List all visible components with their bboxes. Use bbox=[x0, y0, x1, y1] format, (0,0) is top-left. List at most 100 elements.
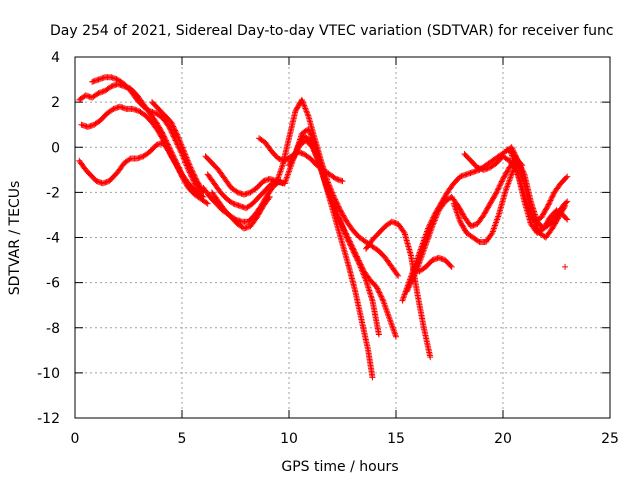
data-point bbox=[306, 128, 313, 135]
data-point bbox=[355, 257, 362, 264]
data-point bbox=[432, 214, 439, 221]
tick-labels: 0 5 10 15 20 25 -12 -10 -8 -6 -4 -2 0 2 4 bbox=[37, 50, 619, 447]
data-point bbox=[266, 193, 273, 200]
data-point bbox=[493, 189, 500, 196]
data-point bbox=[311, 149, 318, 156]
data-point bbox=[294, 147, 301, 154]
data-point bbox=[410, 275, 417, 282]
data-point bbox=[176, 167, 183, 174]
y-tick-label: -4 bbox=[46, 231, 60, 247]
data-point bbox=[334, 200, 341, 207]
data-point bbox=[559, 206, 566, 213]
data-point bbox=[181, 150, 188, 157]
data-point bbox=[178, 143, 185, 150]
y-tick-label: -2 bbox=[46, 185, 60, 201]
series-track-12 bbox=[281, 132, 376, 381]
data-point bbox=[404, 285, 411, 292]
y-tick-label: -12 bbox=[37, 411, 60, 427]
data-point bbox=[512, 154, 519, 161]
data-point bbox=[335, 215, 342, 222]
data-point bbox=[342, 230, 349, 237]
data-point bbox=[393, 333, 399, 340]
data-point bbox=[514, 158, 521, 165]
data-point bbox=[562, 263, 569, 270]
data-point bbox=[459, 222, 466, 229]
data-point bbox=[192, 175, 199, 182]
data-point bbox=[333, 209, 340, 216]
data-point bbox=[199, 192, 206, 199]
data-point bbox=[170, 124, 177, 131]
data-point bbox=[490, 195, 497, 202]
data-point bbox=[460, 224, 467, 231]
data-point bbox=[293, 106, 300, 113]
data-point bbox=[461, 226, 468, 233]
data-point bbox=[295, 103, 302, 110]
data-point bbox=[168, 120, 175, 127]
data-point bbox=[353, 252, 360, 259]
data-point bbox=[193, 178, 200, 185]
data-point bbox=[349, 245, 356, 252]
y-tick-label: 0 bbox=[51, 140, 60, 156]
data-point bbox=[346, 238, 353, 245]
data-point bbox=[563, 215, 570, 222]
data-point bbox=[339, 223, 346, 230]
data-point bbox=[531, 217, 538, 224]
data-point bbox=[532, 221, 539, 228]
data-point bbox=[229, 199, 236, 206]
data-point bbox=[542, 222, 549, 229]
data-point bbox=[182, 151, 189, 158]
data-point bbox=[482, 208, 489, 215]
data-point bbox=[404, 287, 411, 294]
x-tick-label: 5 bbox=[178, 431, 187, 447]
data-point bbox=[557, 211, 564, 218]
data-point bbox=[309, 135, 316, 142]
y-axis-label: SDTVAR / TECUs bbox=[7, 181, 23, 296]
data-point bbox=[457, 219, 464, 226]
data-point bbox=[185, 160, 192, 167]
x-tick-label: 25 bbox=[601, 431, 619, 447]
data-point bbox=[309, 134, 316, 141]
data-point bbox=[409, 276, 416, 283]
data-point bbox=[196, 183, 203, 190]
data-point bbox=[184, 155, 191, 162]
data-point bbox=[191, 172, 198, 179]
series-track-3 bbox=[78, 103, 207, 200]
data-point bbox=[400, 228, 407, 235]
data-point bbox=[303, 108, 310, 115]
data-point bbox=[486, 201, 493, 208]
data-point bbox=[544, 219, 551, 226]
data-point bbox=[499, 177, 506, 184]
data-point bbox=[351, 249, 358, 256]
data-point bbox=[187, 164, 194, 171]
data-point bbox=[353, 253, 360, 260]
data-point bbox=[300, 101, 307, 108]
data-point bbox=[190, 169, 197, 176]
data-point bbox=[552, 219, 559, 226]
data-point bbox=[403, 288, 410, 295]
data-point bbox=[336, 216, 343, 223]
data-point bbox=[171, 126, 178, 133]
data-point bbox=[185, 158, 192, 165]
data-point bbox=[175, 135, 182, 142]
data-point bbox=[145, 107, 152, 114]
data-point bbox=[540, 225, 547, 232]
data-point bbox=[307, 131, 314, 138]
x-tick-label: 10 bbox=[280, 431, 298, 447]
data-point bbox=[186, 161, 193, 168]
data-point bbox=[429, 223, 436, 230]
data-point bbox=[544, 204, 551, 211]
series-track-13 bbox=[286, 126, 382, 338]
data-point bbox=[535, 227, 542, 234]
data-point bbox=[550, 222, 557, 229]
data-point bbox=[174, 163, 181, 170]
data-point bbox=[188, 167, 195, 174]
data-point bbox=[233, 188, 240, 195]
data-point bbox=[193, 176, 200, 183]
data-point bbox=[542, 207, 549, 214]
data-point bbox=[458, 221, 465, 228]
data-point bbox=[302, 105, 309, 112]
data-point bbox=[448, 263, 455, 270]
data-point bbox=[442, 191, 449, 198]
data-point bbox=[427, 354, 434, 361]
series-track-5 bbox=[149, 99, 207, 196]
